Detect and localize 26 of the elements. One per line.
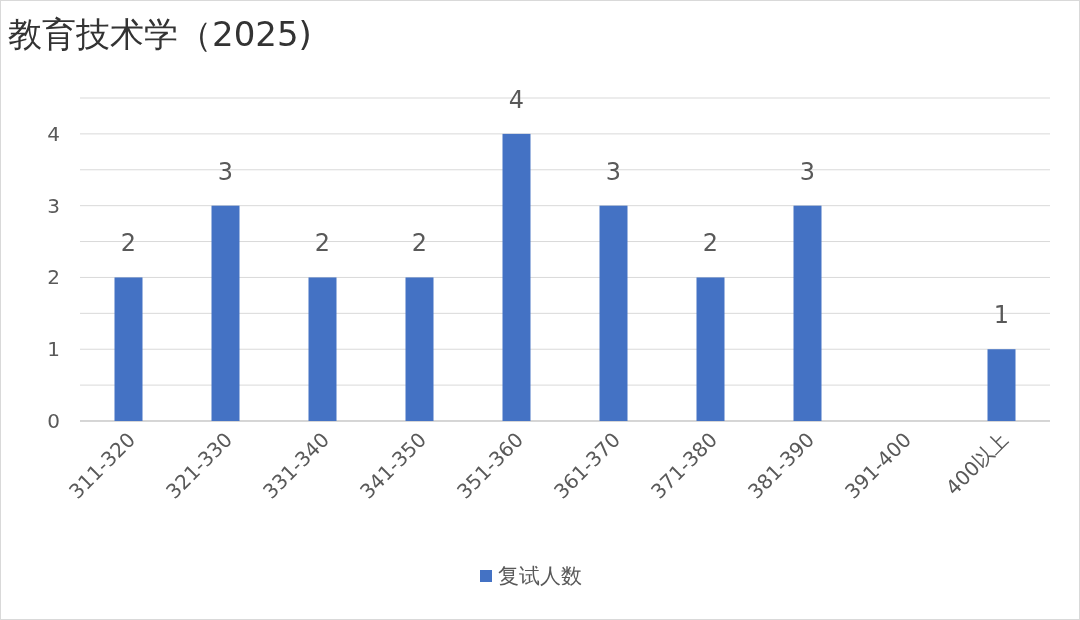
data-label: 2 xyxy=(702,229,719,258)
x-tick-label: 400以上 xyxy=(940,427,1014,500)
legend-label: 复试人数 xyxy=(498,564,582,588)
bar xyxy=(793,205,822,421)
data-label: 3 xyxy=(217,157,234,186)
bar xyxy=(211,205,240,421)
bar xyxy=(987,349,1016,421)
bar xyxy=(599,205,628,421)
data-label: 2 xyxy=(314,229,331,258)
data-label: 2 xyxy=(120,229,137,258)
data-label: 3 xyxy=(605,157,622,186)
y-tick-label: 3 xyxy=(47,193,60,218)
bar xyxy=(308,277,337,421)
data-label: 4 xyxy=(508,85,525,114)
y-tick-label: 1 xyxy=(47,337,60,362)
y-tick-label: 4 xyxy=(47,121,60,146)
chart-title: 教育技术学（2025) xyxy=(8,14,312,54)
y-tick-label: 2 xyxy=(47,265,60,290)
data-label: 2 xyxy=(411,229,428,258)
data-label: 1 xyxy=(993,301,1010,330)
bar xyxy=(114,277,143,421)
bar xyxy=(502,133,531,421)
bar xyxy=(696,277,725,421)
bar xyxy=(405,277,434,421)
y-tick-label: 0 xyxy=(47,409,60,433)
data-label: 3 xyxy=(799,157,816,186)
